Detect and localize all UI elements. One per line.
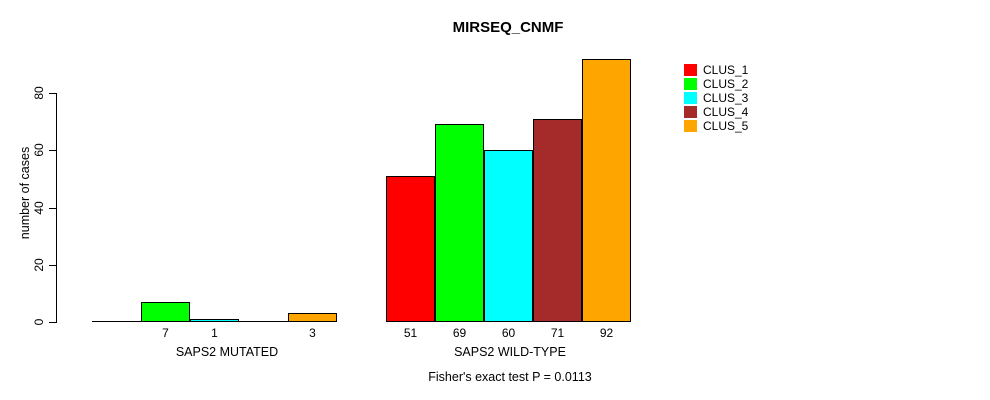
bar-clus_5 — [582, 59, 631, 322]
subtitle-pvalue: Fisher's exact test P = 0.0113 — [428, 370, 592, 384]
y-tick-mark — [49, 208, 56, 209]
bar-clus_3 — [190, 319, 239, 322]
y-tick-label: 60 — [32, 143, 46, 157]
y-tick-label: 80 — [32, 86, 46, 100]
bar-value-label: 51 — [403, 326, 418, 340]
bar-clus_3 — [484, 150, 533, 322]
legend-label: CLUS_5 — [703, 119, 749, 133]
y-tick-mark — [49, 322, 56, 323]
bar-clus_2 — [435, 124, 484, 322]
legend-row-clus_4: CLUS_4 — [684, 106, 748, 118]
bar-zero-clus_4 — [239, 321, 288, 322]
chart-title: MIRSEQ_CNMF — [452, 19, 564, 36]
legend-swatch-icon — [684, 64, 697, 76]
x-group-label-mutated: SAPS2 MUTATED — [175, 345, 279, 359]
y-tick-label: 40 — [32, 201, 46, 215]
legend-swatch-icon — [684, 92, 697, 104]
bar-value-label: 69 — [452, 326, 467, 340]
bar-value-label: 7 — [162, 326, 169, 340]
legend-label: CLUS_4 — [703, 105, 749, 119]
x-group-label-wildtype: SAPS2 WILD-TYPE — [454, 345, 566, 359]
bar-value-label: 92 — [599, 326, 614, 340]
y-tick-mark — [49, 150, 56, 151]
legend-label: CLUS_3 — [703, 91, 749, 105]
bar-clus_1 — [386, 176, 435, 322]
legend-label: CLUS_2 — [703, 77, 749, 91]
bar-value-label: 3 — [309, 326, 316, 340]
legend-row-clus_1: CLUS_1 — [684, 64, 748, 76]
legend-swatch-icon — [684, 106, 697, 118]
y-tick-label: 0 — [32, 318, 46, 326]
bar-value-label: 60 — [501, 326, 516, 340]
bar-clus_2 — [141, 302, 190, 322]
legend-swatch-icon — [684, 78, 697, 90]
bar-zero-clus_1 — [92, 321, 141, 322]
bar-clus_4 — [533, 119, 582, 322]
bar-value-label: 1 — [211, 326, 218, 340]
legend-swatch-icon — [684, 120, 697, 132]
legend-label: CLUS_1 — [703, 63, 749, 77]
legend: CLUS_1 CLUS_2 CLUS_3 CLUS_4 CLUS_5 — [684, 64, 748, 134]
bar-value-label: 71 — [550, 326, 565, 340]
legend-row-clus_5: CLUS_5 — [684, 120, 748, 132]
y-axis-line — [56, 93, 57, 323]
y-tick-mark — [49, 265, 56, 266]
legend-row-clus_2: CLUS_2 — [684, 78, 748, 90]
legend-row-clus_3: CLUS_3 — [684, 92, 748, 104]
bar-clus_5 — [288, 313, 337, 322]
y-tick-mark — [49, 93, 56, 94]
y-tick-label: 20 — [32, 258, 46, 272]
